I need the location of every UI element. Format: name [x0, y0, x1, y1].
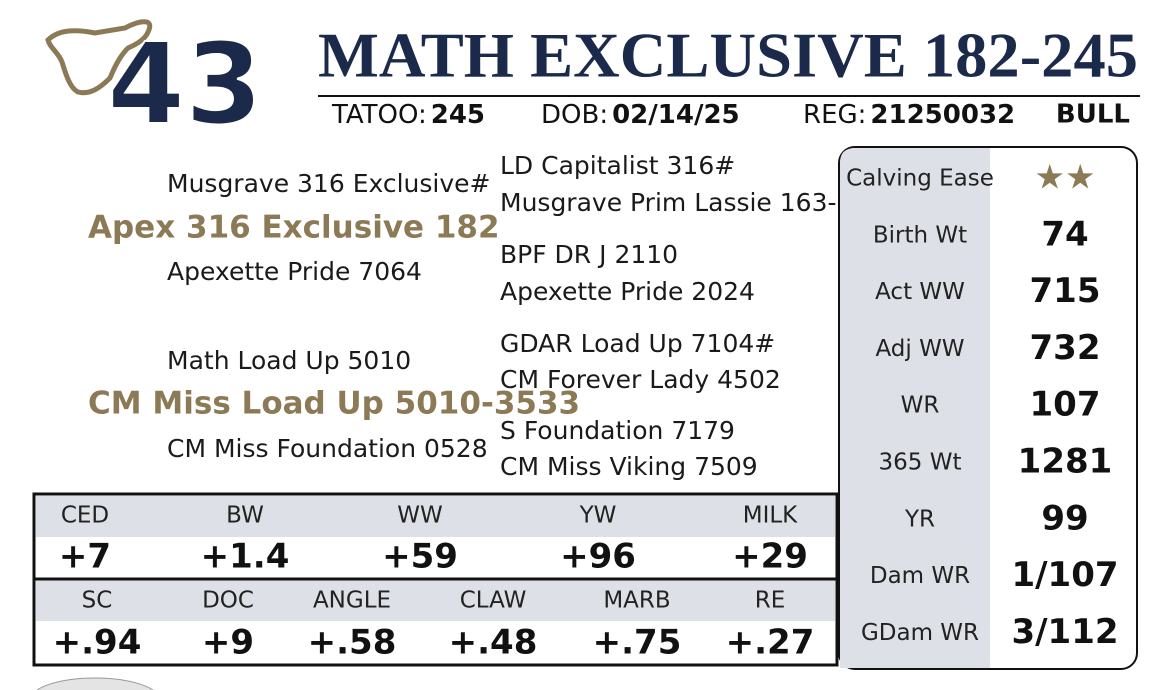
lot-number: 43 — [107, 20, 263, 150]
performance-value: 715 — [1030, 271, 1101, 311]
info-item: REG: 21250032 — [803, 100, 1015, 130]
performance-label: WR — [901, 393, 940, 419]
epd-header: BW — [226, 503, 264, 529]
performance-value: 3/112 — [1011, 612, 1118, 652]
epd-header: DOC — [202, 588, 254, 614]
epd-value: +.48 — [449, 623, 538, 663]
epd-value: +.75 — [593, 623, 682, 663]
performance-value: ★★ — [1035, 158, 1096, 198]
sex: BULL — [1056, 100, 1130, 130]
performance-label: YR — [904, 506, 935, 532]
epd-header-bg — [36, 496, 835, 537]
performance-label-bg — [840, 148, 990, 668]
performance: Calving Ease ★★ Birth Wt 74 Act WW 715 Adj WW 7… — [846, 158, 1118, 652]
great-grandparent: LD Capitalist 316# — [500, 151, 735, 180]
epd-header: RE — [755, 588, 786, 614]
great-grandparent: GDAR Load Up 7104# — [500, 329, 775, 358]
great-grandparents: LD Capitalist 316# Musgrave Prim Lassie 1… — [500, 151, 884, 481]
pedigree: Musgrave 316 Exclusive# — [167, 169, 490, 198]
performance-value: 1/107 — [1011, 555, 1118, 595]
epd-value: +.94 — [53, 623, 142, 663]
epd-header: MARB — [603, 588, 670, 614]
great-grandparent: S Foundation 7179 — [500, 416, 735, 445]
pedigree: Math Load Up 5010 — [167, 346, 411, 375]
performance-label: GDam WR — [861, 620, 979, 646]
info-row: TATOO: 245 DOB: 02/14/25 REG: 21250032 — [331, 100, 1015, 130]
info-item: DOB: 02/14/25 — [541, 100, 740, 130]
epd-header: WW — [397, 503, 442, 529]
cow-icon — [45, 19, 153, 96]
performance-label: Act WW — [875, 279, 965, 305]
footer-icon — [36, 677, 154, 690]
performance-value: 1281 — [1018, 442, 1113, 482]
info-label: REG: — [803, 100, 866, 130]
great-grandparent: Apexette Pride 2024 — [500, 277, 755, 306]
performance-value: 732 — [1030, 328, 1101, 368]
performance-label: Birth Wt — [873, 222, 967, 248]
epd-values: CED +7 BW +1.4 WW +59 YW +96 MILK +29 SC +.94 DOC +9 A… — [53, 503, 815, 663]
great-grandparent: Musgrave Prim Lassie 163-386 — [500, 188, 884, 217]
info-label: DOB: — [541, 100, 608, 130]
performance-label: Adj WW — [875, 336, 964, 362]
epd-header: YW — [579, 503, 617, 529]
great-grandparent: CM Forever Lady 4502 — [500, 365, 781, 394]
info-value: 02/14/25 — [612, 100, 740, 130]
pedigree: Apexette Pride 7064 — [167, 257, 422, 286]
title: MATH EXCLUSIVE 182-245 — [318, 20, 1138, 91]
info-value: 245 — [431, 100, 485, 130]
performance-label: Dam WR — [870, 563, 970, 589]
info-item: TATOO: 245 — [331, 100, 485, 130]
epd-header: CLAW — [460, 588, 527, 614]
epd-value: +.58 — [308, 623, 397, 663]
pedigree-sire: Apex 316 Exclusive 182 — [88, 210, 500, 246]
epd-header: MILK — [743, 503, 798, 529]
pedigree-dam: CM Miss Load Up 5010-3533 — [88, 386, 580, 422]
epd-header: CED — [61, 503, 109, 529]
performance-label: Calving Ease — [846, 166, 994, 192]
epd-value: +.27 — [726, 623, 815, 663]
epd-value: +96 — [560, 537, 636, 577]
performance-label: 365 Wt — [879, 450, 962, 476]
epd-value: +9 — [202, 623, 254, 663]
epd-value: +1.4 — [201, 537, 290, 577]
epd-value: +7 — [59, 537, 111, 577]
great-grandparent: CM Miss Viking 7509 — [500, 452, 758, 481]
pedigree: CM Miss Foundation 0528 — [167, 434, 488, 463]
info-label: TATOO: — [331, 100, 427, 130]
epd-header: ANGLE — [313, 588, 391, 614]
epd-header: SC — [82, 588, 113, 614]
epd-header-bg — [36, 580, 835, 621]
epd-value: +59 — [382, 537, 458, 577]
epd-value: +29 — [732, 537, 808, 577]
great-grandparent: BPF DR J 2110 — [500, 240, 678, 269]
performance-value: 74 — [1041, 214, 1088, 254]
info-value: 21250032 — [870, 100, 1015, 130]
performance-value: 99 — [1041, 498, 1088, 538]
performance-value: 107 — [1030, 385, 1101, 425]
